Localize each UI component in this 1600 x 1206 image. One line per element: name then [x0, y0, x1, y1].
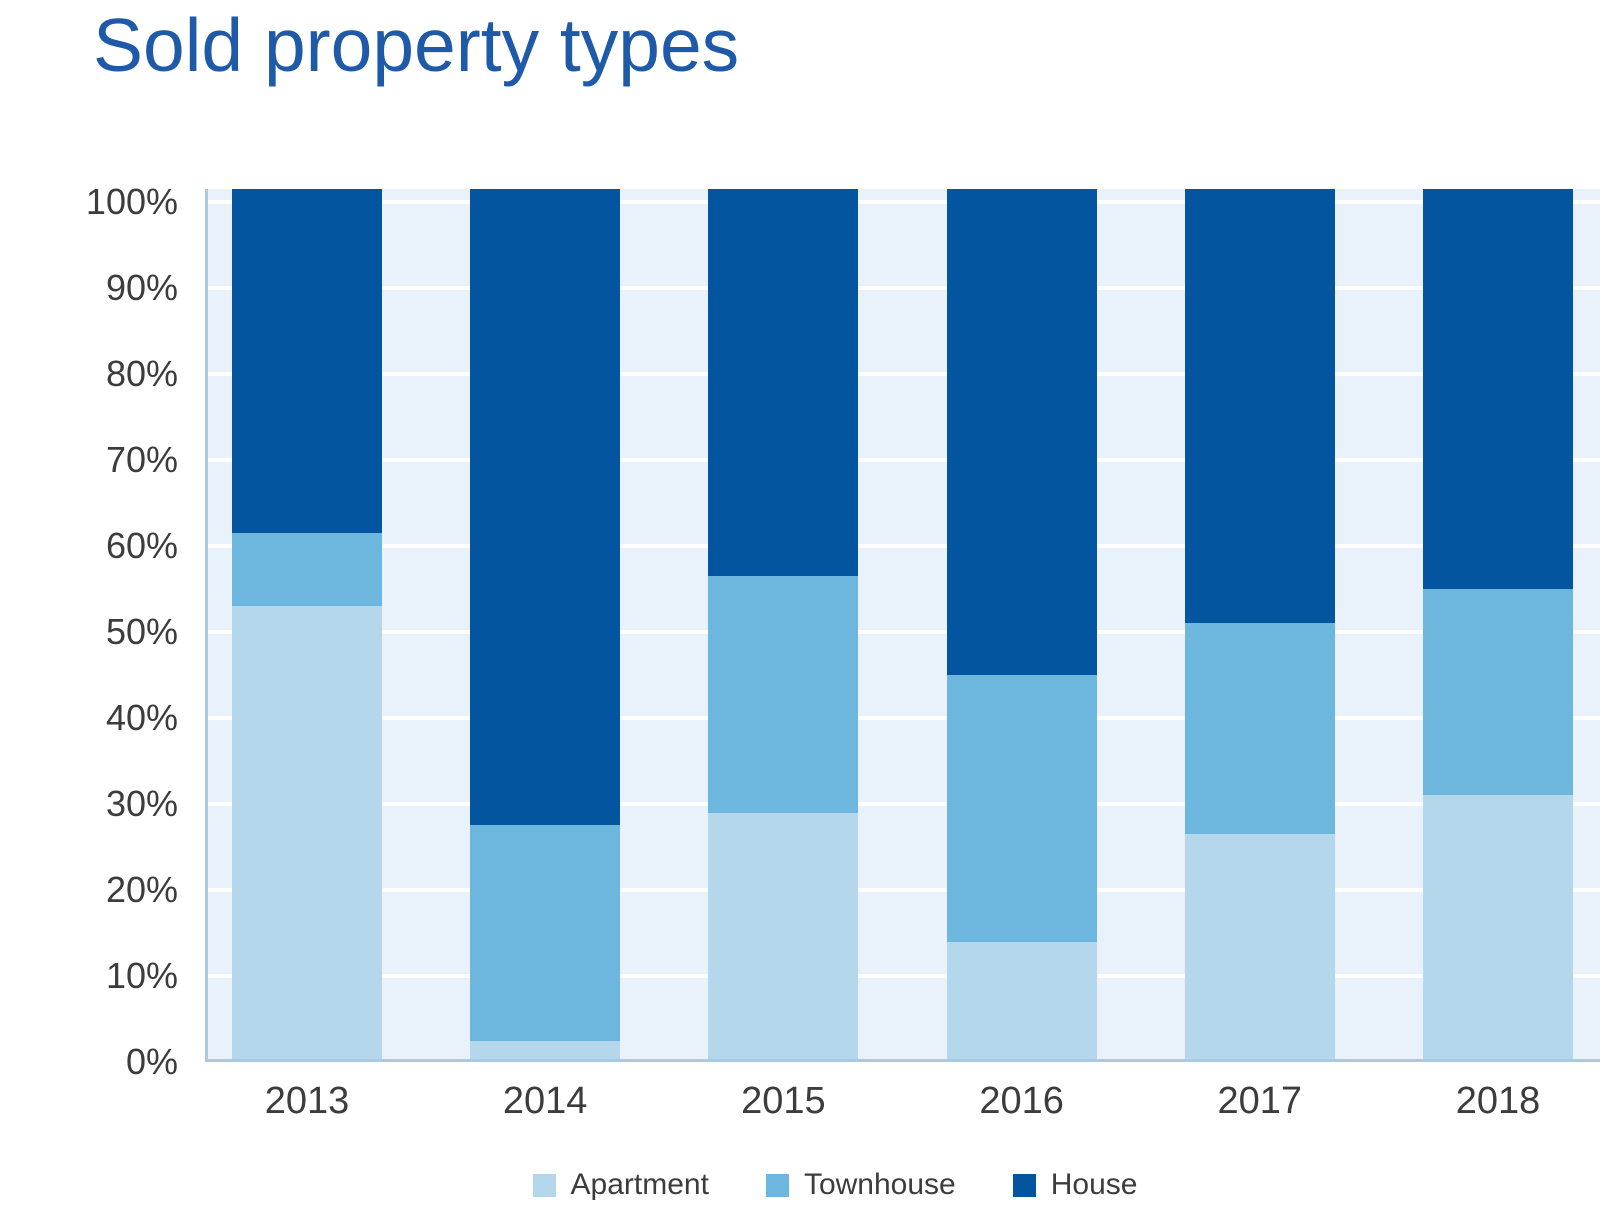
y-axis-tick-label: 60%: [105, 524, 178, 566]
segment-apartment: [232, 606, 382, 1062]
legend-item-house: House: [1012, 1168, 1138, 1202]
bar-2015: [708, 189, 859, 1062]
y-axis-line: [205, 189, 208, 1062]
gridline-30pct: [207, 801, 1600, 806]
x-axis-label: 2017: [1217, 1080, 1303, 1122]
y-axis-tick-label: 70%: [105, 438, 178, 480]
legend-label-house: House: [1050, 1168, 1138, 1201]
x-axis-label: 2014: [502, 1080, 588, 1122]
y-axis-tick-label: 30%: [105, 782, 178, 824]
bar-2013: [232, 189, 382, 1062]
segment-townhouse: [946, 674, 1097, 942]
legend-item-townhouse: Townhouse: [765, 1168, 956, 1202]
legend-swatch-house: [1012, 1173, 1036, 1197]
gridline-60pct: [207, 543, 1600, 548]
bar-2014: [470, 189, 621, 1062]
segment-townhouse: [470, 825, 621, 1041]
y-axis-tick-label: 20%: [105, 868, 178, 910]
y-axis-tick-label: 80%: [105, 352, 178, 394]
legend-label-apartment: Apartment: [570, 1168, 709, 1201]
segment-apartment: [946, 941, 1097, 1062]
gridline-90pct: [207, 285, 1600, 290]
bar-2018: [1423, 189, 1573, 1062]
x-axis-label: 2016: [979, 1080, 1064, 1122]
segment-apartment: [1423, 795, 1573, 1062]
y-axis-tick-label: 10%: [105, 954, 178, 996]
segment-apartment: [708, 812, 859, 1062]
y-axis-tick-label: 50%: [105, 610, 178, 652]
gridline-20pct: [207, 887, 1600, 892]
plot-area: [207, 189, 1600, 1062]
x-axis-label: 2015: [741, 1080, 826, 1122]
segment-townhouse: [1184, 623, 1335, 835]
legend-swatch-apartment: [532, 1173, 556, 1197]
gridline-50pct: [207, 629, 1600, 634]
segment-apartment: [470, 1040, 621, 1062]
segment-house: [232, 189, 382, 534]
y-axis-tick-label: 100%: [85, 180, 178, 222]
segment-apartment: [1184, 834, 1335, 1062]
bar-2016: [946, 189, 1097, 1062]
legend: Apartment Townhouse House: [70, 1168, 1600, 1202]
segment-house: [470, 189, 621, 826]
gridline-10pct: [207, 974, 1600, 978]
segment-house: [708, 189, 859, 577]
segment-townhouse: [708, 576, 859, 813]
y-axis-tick-label: 90%: [105, 266, 178, 308]
gridline-40pct: [207, 715, 1600, 720]
chart-title: Sold property types: [93, 3, 740, 87]
segment-house: [946, 189, 1097, 675]
gridline-70pct: [207, 457, 1600, 462]
bar-2017: [1184, 189, 1335, 1062]
x-axis-line: [207, 1059, 1600, 1062]
gridline-80pct: [207, 371, 1600, 376]
x-axis-label: 2018: [1455, 1080, 1541, 1122]
legend-item-apartment: Apartment: [532, 1168, 709, 1202]
segment-house: [1184, 189, 1335, 624]
y-axis-tick-label: 40%: [105, 696, 178, 738]
x-axis-label: 2013: [264, 1080, 350, 1122]
segment-townhouse: [232, 533, 382, 607]
legend-swatch-townhouse: [765, 1173, 789, 1197]
legend-label-townhouse: Townhouse: [803, 1168, 956, 1201]
segment-townhouse: [1423, 588, 1573, 796]
segment-house: [1423, 189, 1573, 589]
gridline-100pct: [207, 199, 1600, 204]
y-axis-tick-label: 0%: [125, 1041, 178, 1082]
